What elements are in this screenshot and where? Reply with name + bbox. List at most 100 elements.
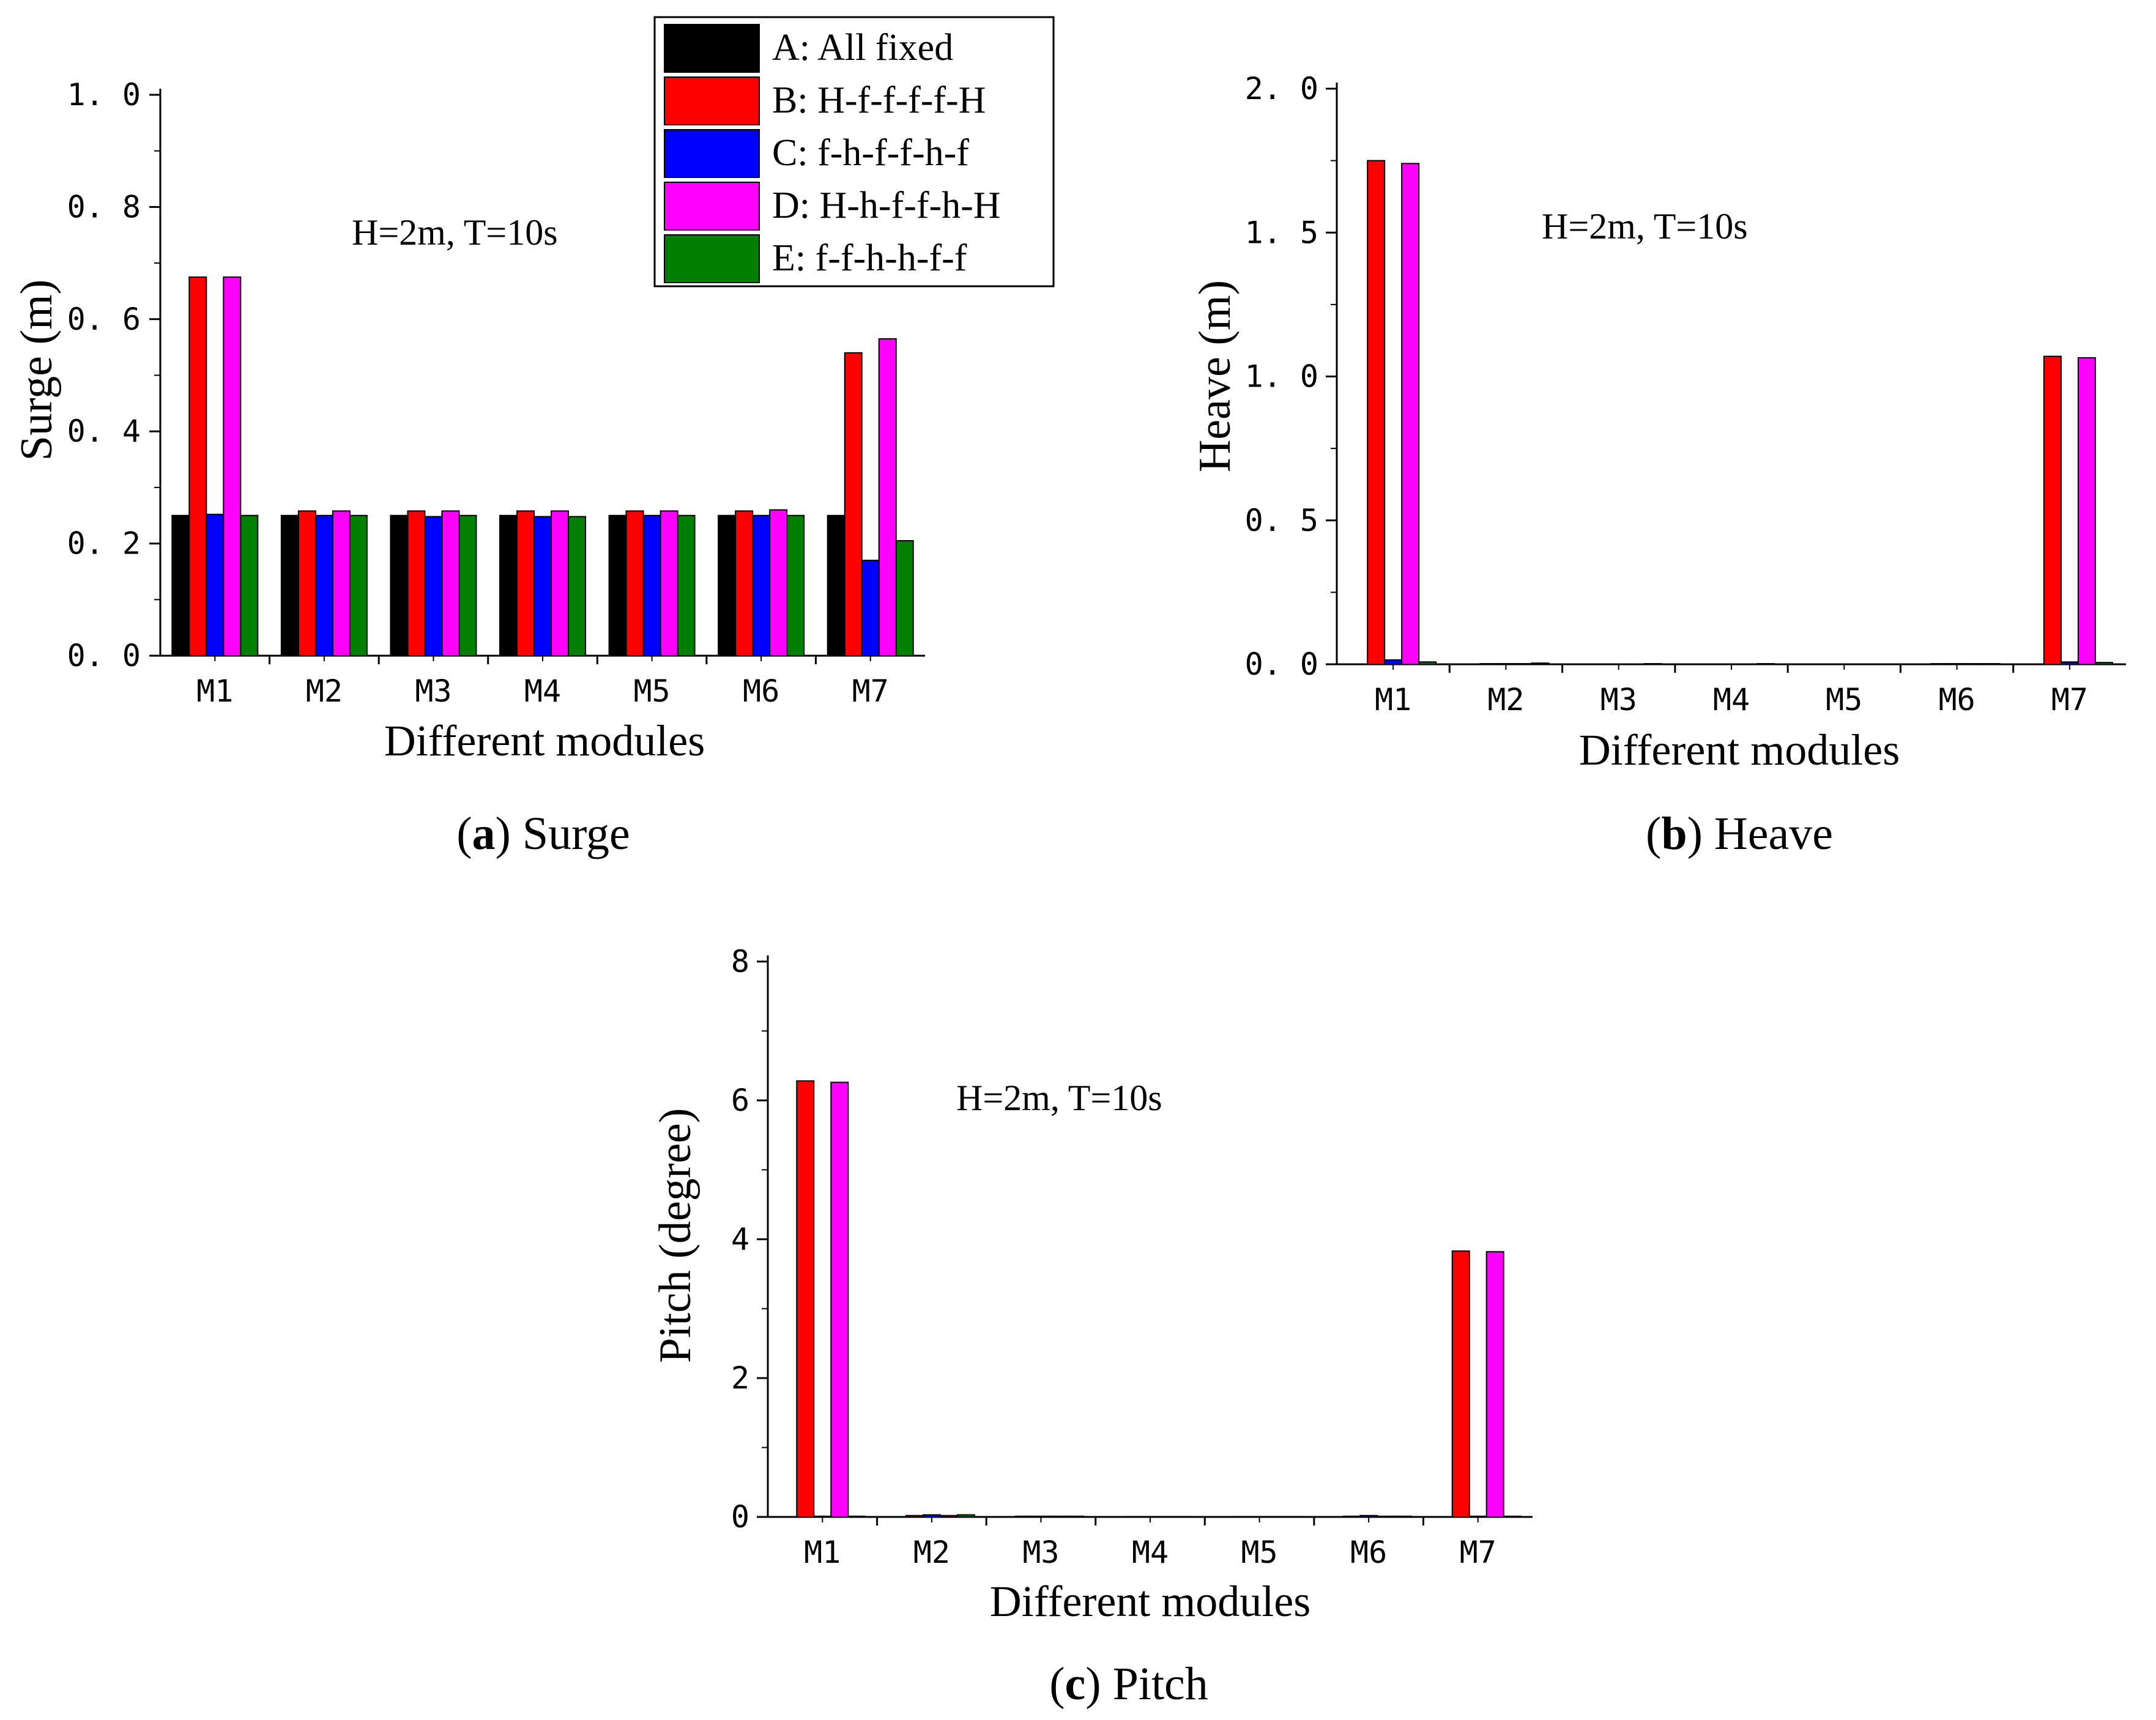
- y-tick-label: 1. 5: [1245, 215, 1318, 250]
- bar-c-m5: [1250, 1516, 1269, 1518]
- bar-c-m3: [424, 516, 443, 656]
- bar-d-m6: [1377, 1515, 1396, 1518]
- bar-b-m6: [1342, 1515, 1361, 1518]
- annotation: H=2m, T=10s: [956, 1078, 1162, 1118]
- y-tick-label: 1. 0: [1245, 359, 1318, 395]
- bar-d-m7: [1485, 1251, 1504, 1518]
- caption-close: ): [1687, 808, 1714, 859]
- bar-d-m5: [660, 510, 678, 656]
- bar-c-m2: [922, 1514, 941, 1518]
- caption-tag: c: [1065, 1658, 1086, 1710]
- x-tick-label: M5: [1826, 682, 1862, 717]
- y-tick-label: 0. 4: [67, 413, 141, 449]
- x-tick-label: M5: [1241, 1535, 1277, 1570]
- bar-c-m1: [813, 1515, 832, 1518]
- ylabel: Pitch (degree): [650, 1108, 701, 1363]
- legend-label: D: H-h-f-f-h-H: [772, 185, 1001, 226]
- bar-e-m2: [956, 1514, 975, 1518]
- bar-d-m7: [878, 338, 897, 656]
- bar-e-m1: [847, 1515, 866, 1518]
- legend-swatch: [664, 76, 760, 125]
- y-tick-label: 6: [731, 1083, 749, 1118]
- caption-name: Pitch: [1113, 1658, 1208, 1710]
- caption-open: (: [1049, 1658, 1065, 1710]
- bar-e-m5: [1284, 1516, 1303, 1518]
- bar-b-m2: [297, 510, 316, 656]
- bar-b-m1: [1367, 160, 1386, 665]
- bar-b-m2: [905, 1514, 924, 1518]
- panel-caption: (b) Heave: [1646, 808, 1833, 859]
- bar-c-m4: [1141, 1516, 1159, 1518]
- bar-d-m2: [939, 1514, 958, 1518]
- x-tick-label: M1: [196, 673, 233, 709]
- bar-a-m2: [280, 514, 299, 656]
- legend: A: All fixed B: H-f-f-f-f-H C: f-h-f-f-h-f…: [653, 16, 1055, 287]
- bar-c-m4: [533, 516, 552, 656]
- xlabel: Different modules: [990, 1577, 1311, 1626]
- x-tick-label: M3: [415, 673, 452, 709]
- bar-b-m7: [2043, 355, 2062, 665]
- panel-heave: Heave (m) H=2m, T=10s Different modules …: [1190, 71, 2126, 859]
- bar-c-m6: [752, 514, 771, 656]
- bar-a-m5: [608, 514, 627, 656]
- bar-a-m6: [718, 514, 737, 656]
- caption-tag: b: [1661, 808, 1687, 859]
- bar-b-m7: [844, 352, 863, 656]
- x-tick-label: M5: [633, 673, 670, 709]
- panel-surge: Surge (m) H=2m, T=10s Different modules …: [12, 77, 925, 859]
- caption-name: Surge: [522, 808, 630, 859]
- bar-a-m7: [827, 514, 846, 656]
- legend-swatch: [664, 182, 760, 231]
- y-tick-label: 0. 0: [1245, 647, 1318, 682]
- bar-d-m7: [2077, 357, 2096, 665]
- bar-e-m1: [240, 514, 259, 656]
- legend-swatch: [664, 129, 760, 178]
- legend-label: E: f-f-h-h-f-f: [772, 237, 967, 279]
- panel-pitch: Pitch (degree) H=2m, T=10s Different mod…: [650, 944, 1533, 1710]
- annotation: H=2m, T=10s: [352, 212, 558, 253]
- y-tick-label: 2. 0: [1245, 71, 1318, 106]
- bar-d-m3: [441, 510, 460, 656]
- bar-c-m7: [1468, 1515, 1487, 1518]
- caption-close: ): [496, 808, 522, 859]
- bar-b-m4: [1124, 1516, 1142, 1518]
- ylabel: Heave (m): [1190, 280, 1240, 472]
- bar-e-m1: [1418, 661, 1437, 665]
- bar-d-m1: [830, 1081, 849, 1518]
- x-tick-label: M3: [1600, 682, 1637, 717]
- ylabel: Surge (m): [12, 280, 62, 461]
- bar-e-m5: [677, 514, 696, 656]
- bar-d-m2: [332, 510, 351, 656]
- bar-c-m5: [642, 514, 661, 656]
- x-tick-label: M1: [804, 1535, 841, 1570]
- bar-c-m7: [2060, 661, 2079, 665]
- y-tick-label: 0. 2: [67, 526, 141, 562]
- bar-e-m7: [895, 540, 914, 657]
- legend-label: C: f-h-f-f-h-f: [772, 132, 969, 174]
- bar-b-m1: [188, 276, 207, 656]
- y-tick-label: 8: [731, 944, 749, 979]
- bar-e-m3: [458, 514, 477, 656]
- y-tick-label: 4: [731, 1221, 749, 1257]
- x-tick-label: M7: [852, 673, 889, 709]
- x-tick-label: M4: [524, 673, 561, 709]
- bar-c-m7: [861, 560, 880, 656]
- bar-b-m5: [625, 510, 644, 656]
- y-tick-label: 0. 6: [67, 302, 141, 337]
- legend-label: B: H-f-f-f-f-H: [772, 80, 986, 121]
- legend-label: A: All fixed: [772, 27, 953, 69]
- bar-e-m2: [1531, 662, 1550, 665]
- x-tick-label: M6: [743, 673, 779, 709]
- x-tick-label: M6: [1350, 1535, 1387, 1570]
- bar-d-m3: [1049, 1515, 1068, 1518]
- bar-d-m4: [551, 510, 569, 656]
- x-tick-label: M7: [2051, 682, 2088, 717]
- x-tick-label: M2: [1487, 682, 1524, 717]
- bar-d-m1: [1401, 163, 1420, 665]
- x-tick-label: M2: [306, 673, 343, 709]
- y-tick-label: 0. 5: [1245, 503, 1318, 538]
- bar-b-m7: [1451, 1250, 1470, 1518]
- bar-d-m1: [223, 276, 242, 656]
- bar-b-m5: [1233, 1516, 1252, 1518]
- bar-b-m3: [407, 510, 426, 656]
